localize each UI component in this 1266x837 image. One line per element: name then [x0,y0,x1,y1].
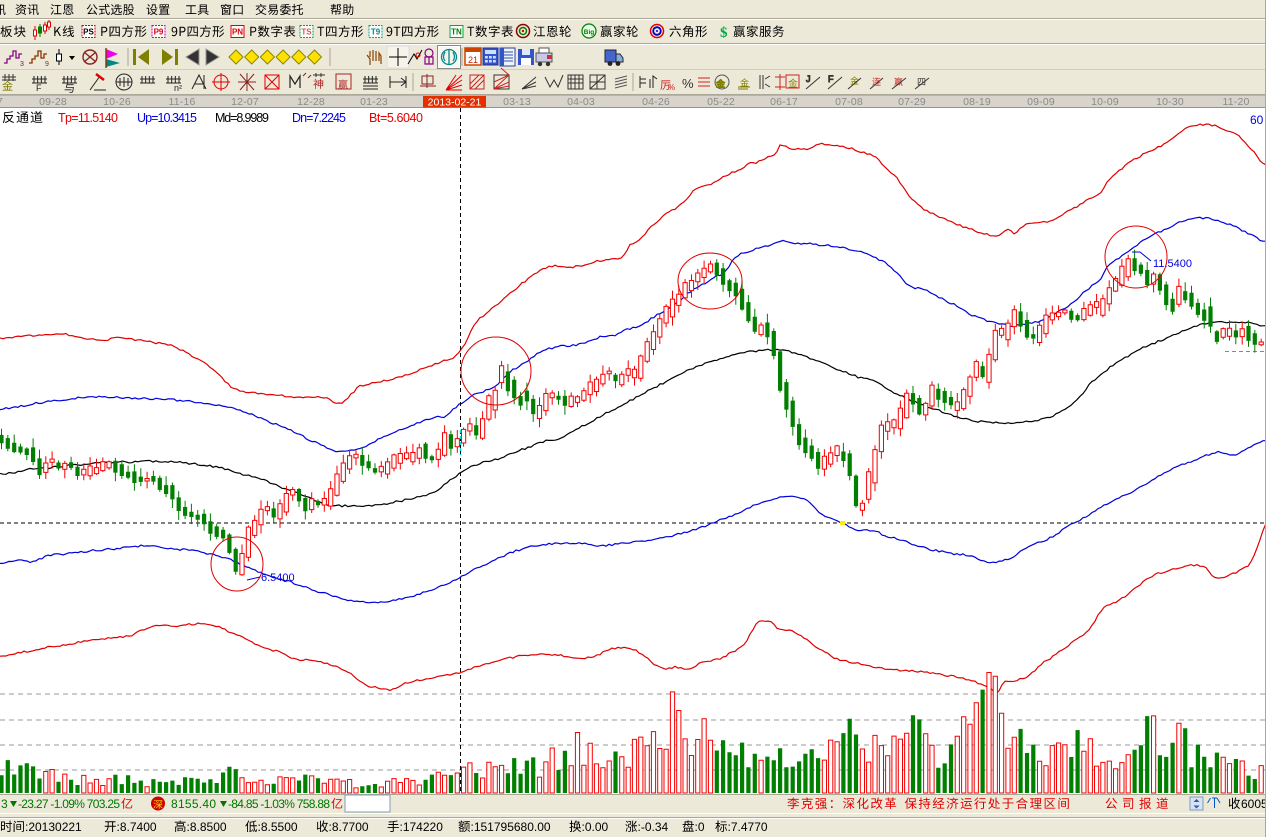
svg-text::8.8500: :8.8500 [187,820,227,834]
svg-text:09-28: 09-28 [39,96,67,108]
svg-text:10-30: 10-30 [1156,96,1184,108]
svg-text::7.4770: :7.4770 [728,820,768,834]
svg-text:TN: TN [451,28,462,37]
svg-text:%: % [682,76,694,91]
svg-text:Big: Big [584,29,595,36]
svg-text:6.5400: 6.5400 [261,572,295,584]
svg-text:J: J [806,74,811,84]
svg-text:10-09: 10-09 [1091,96,1119,108]
svg-text:Up=10.3415: Up=10.3415 [137,111,197,125]
svg-text::174220: :174220 [400,820,444,834]
svg-text:F: F [828,74,834,84]
svg-text::-0.34: :-0.34 [638,820,669,834]
svg-text::8.7700: :8.7700 [329,820,369,834]
svg-text:PS: PS [83,28,94,37]
svg-text::8.5500: :8.5500 [258,820,298,834]
svg-text:05-22: 05-22 [707,96,735,108]
svg-text:-84.85 -1.03% 758.88: -84.85 -1.03% 758.88 [228,797,330,811]
svg-text::0: :0 [695,820,705,834]
svg-text:04-26: 04-26 [642,96,670,108]
svg-text:T9: T9 [371,28,381,37]
svg-text:6005: 6005 [1241,797,1266,811]
svg-text:Bt=5.6040: Bt=5.6040 [369,111,423,125]
svg-text:21: 21 [468,55,478,65]
svg-text:Dn=7.2245: Dn=7.2245 [292,111,346,125]
svg-text:10-26: 10-26 [103,96,131,108]
svg-text:01-23: 01-23 [360,96,388,108]
svg-text:11.5400: 11.5400 [1153,258,1192,270]
svg-text:TS: TS [301,28,312,37]
svg-text:11-16: 11-16 [168,96,195,108]
svg-text:07-29: 07-29 [898,96,926,108]
svg-text:n²: n² [174,83,182,93]
svg-text:3: 3 [1,797,8,811]
svg-text:%: % [668,83,675,92]
svg-text:11-20: 11-20 [1222,96,1249,108]
svg-text:03-13: 03-13 [503,96,531,108]
svg-text:07-08: 07-08 [835,96,863,108]
svg-text::20130221: :20130221 [25,820,82,834]
svg-text:Tp=11.5140: Tp=11.5140 [58,111,118,125]
svg-text:8155.40: 8155.40 [171,797,216,811]
svg-text:12-07: 12-07 [231,96,259,108]
svg-text:$: $ [720,25,728,41]
svg-text:60: 60 [1250,113,1264,127]
svg-text:PN: PN [232,28,243,37]
svg-text:12-28: 12-28 [297,96,325,108]
svg-text:07: 07 [0,96,3,108]
svg-text:06-17: 06-17 [770,96,798,108]
svg-text::151795680.00: :151795680.00 [471,820,551,834]
svg-text:F: F [36,83,42,93]
svg-text:04-03: 04-03 [567,96,595,108]
svg-text:9: 9 [45,61,49,68]
svg-text:3: 3 [20,61,24,68]
svg-text:P9: P9 [154,28,164,37]
svg-text::8.7400: :8.7400 [117,820,157,834]
svg-text::0.00: :0.00 [582,820,609,834]
svg-text:08-19: 08-19 [963,96,991,108]
svg-text:2013-02-21: 2013-02-21 [428,96,482,108]
svg-text:09-09: 09-09 [1027,96,1055,108]
svg-text:Md=8.9989: Md=8.9989 [215,111,269,125]
svg-text:-23.27 -1.09% 703.25: -23.27 -1.09% 703.25 [18,797,120,811]
